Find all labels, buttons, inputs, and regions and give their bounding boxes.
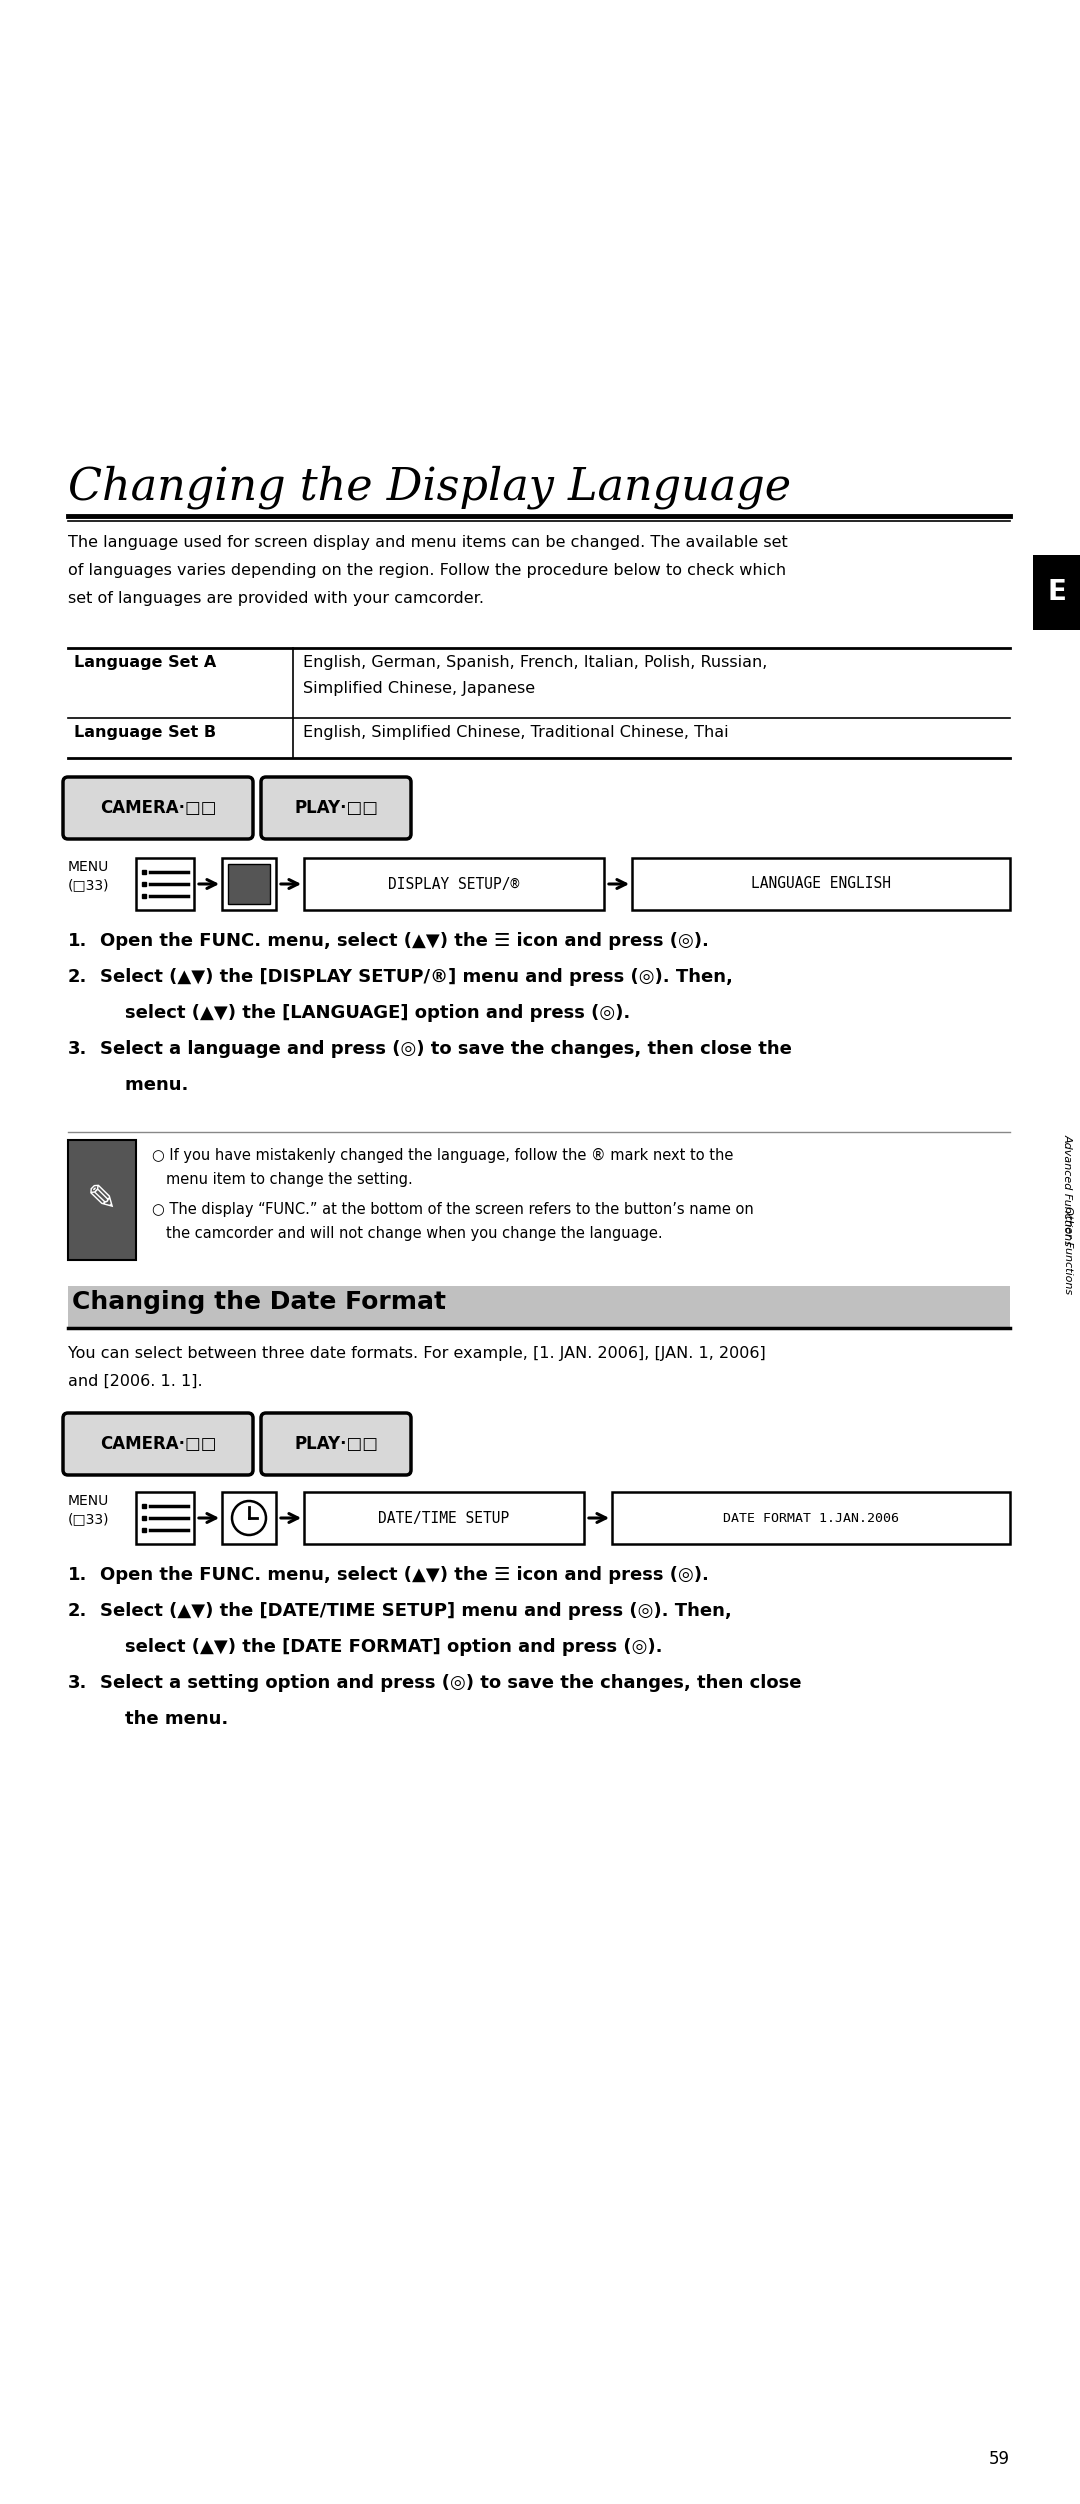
Text: English, Simplified Chinese, Traditional Chinese, Thai: English, Simplified Chinese, Traditional… <box>303 726 729 741</box>
Text: menu item to change the setting.: menu item to change the setting. <box>166 1172 413 1187</box>
Text: DATE/TIME SETUP: DATE/TIME SETUP <box>378 1510 510 1525</box>
Text: Changing the Date Format: Changing the Date Format <box>72 1290 446 1315</box>
Text: Select (▲▼) the [DATE/TIME SETUP] menu and press (◎). Then,: Select (▲▼) the [DATE/TIME SETUP] menu a… <box>100 1603 732 1620</box>
Text: Simplified Chinese, Japanese: Simplified Chinese, Japanese <box>303 681 535 696</box>
Text: ✎: ✎ <box>86 1182 117 1217</box>
Bar <box>228 864 270 904</box>
Text: select (▲▼) the [LANGUAGE] option and press (◎).: select (▲▼) the [LANGUAGE] option and pr… <box>100 1004 631 1022</box>
Bar <box>1032 556 1080 631</box>
Bar <box>136 1492 194 1545</box>
FancyBboxPatch shape <box>261 1412 411 1475</box>
Text: 2.: 2. <box>68 1603 87 1620</box>
Text: Advanced Functions: Advanced Functions <box>1063 1134 1074 1247</box>
Text: Select a language and press (◎) to save the changes, then close the: Select a language and press (◎) to save … <box>100 1039 792 1059</box>
FancyBboxPatch shape <box>261 776 411 839</box>
Text: Open the FUNC. menu, select (▲▼) the ☰ icon and press (◎).: Open the FUNC. menu, select (▲▼) the ☰ i… <box>100 1565 708 1585</box>
Bar <box>303 859 604 909</box>
Text: Open the FUNC. menu, select (▲▼) the ☰ icon and press (◎).: Open the FUNC. menu, select (▲▼) the ☰ i… <box>100 931 708 949</box>
Text: E: E <box>1048 578 1066 606</box>
Bar <box>68 1139 136 1260</box>
Text: 3.: 3. <box>68 1675 87 1693</box>
Text: LANGUAGE ENGLISH: LANGUAGE ENGLISH <box>751 876 891 891</box>
Text: menu.: menu. <box>100 1077 188 1094</box>
Text: CAMERA·□□: CAMERA·□□ <box>99 799 216 816</box>
Text: and [2006. 1. 1].: and [2006. 1. 1]. <box>68 1375 203 1390</box>
Text: English, German, Spanish, French, Italian, Polish, Russian,: English, German, Spanish, French, Italia… <box>303 656 768 671</box>
Text: (□33): (□33) <box>68 879 109 891</box>
Text: Changing the Display Language: Changing the Display Language <box>68 466 792 508</box>
Text: 2.: 2. <box>68 969 87 987</box>
Text: 1.: 1. <box>68 931 87 949</box>
Bar <box>612 1492 1010 1545</box>
Bar <box>632 859 1010 909</box>
Text: DATE FORMAT 1.JAN.2006: DATE FORMAT 1.JAN.2006 <box>723 1512 899 1525</box>
Text: of languages varies depending on the region. Follow the procedure below to check: of languages varies depending on the reg… <box>68 563 786 578</box>
Text: PLAY·□□: PLAY·□□ <box>294 1435 378 1452</box>
Bar <box>136 859 194 909</box>
Text: Select a setting option and press (◎) to save the changes, then close: Select a setting option and press (◎) to… <box>100 1675 801 1693</box>
Text: Select (▲▼) the [DISPLAY SETUP/®] menu and press (◎). Then,: Select (▲▼) the [DISPLAY SETUP/®] menu a… <box>100 969 733 987</box>
Text: 59: 59 <box>989 2449 1010 2469</box>
Text: PLAY·□□: PLAY·□□ <box>294 799 378 816</box>
Text: the camcorder and will not change when you change the language.: the camcorder and will not change when y… <box>166 1227 663 1242</box>
Text: Language Set A: Language Set A <box>75 656 216 671</box>
Text: select (▲▼) the [DATE FORMAT] option and press (◎).: select (▲▼) the [DATE FORMAT] option and… <box>100 1638 662 1655</box>
Text: MENU: MENU <box>68 859 109 874</box>
Bar <box>303 1492 584 1545</box>
Text: DISPLAY SETUP/®: DISPLAY SETUP/® <box>389 876 519 891</box>
Text: (□33): (□33) <box>68 1512 109 1525</box>
Text: You can select between three date formats. For example, [1. JAN. 2006], [JAN. 1,: You can select between three date format… <box>68 1347 766 1362</box>
Text: MENU: MENU <box>68 1495 109 1507</box>
Text: ○ If you have mistakenly changed the language, follow the ® mark next to the: ○ If you have mistakenly changed the lan… <box>152 1147 733 1162</box>
Text: set of languages are provided with your camcorder.: set of languages are provided with your … <box>68 591 484 606</box>
Text: the menu.: the menu. <box>100 1710 228 1728</box>
Bar <box>222 1492 276 1545</box>
FancyBboxPatch shape <box>63 1412 253 1475</box>
Bar <box>222 859 276 909</box>
Text: The language used for screen display and menu items can be changed. The availabl: The language used for screen display and… <box>68 536 787 551</box>
Text: 3.: 3. <box>68 1039 87 1059</box>
Text: ○ The display “FUNC.” at the bottom of the screen refers to the button’s name on: ○ The display “FUNC.” at the bottom of t… <box>152 1202 754 1217</box>
Text: Language Set B: Language Set B <box>75 726 216 741</box>
Text: CAMERA·□□: CAMERA·□□ <box>99 1435 216 1452</box>
FancyBboxPatch shape <box>63 776 253 839</box>
Text: 1.: 1. <box>68 1565 87 1585</box>
Bar <box>68 1287 1010 1327</box>
Text: Other Functions: Other Functions <box>1063 1207 1074 1295</box>
